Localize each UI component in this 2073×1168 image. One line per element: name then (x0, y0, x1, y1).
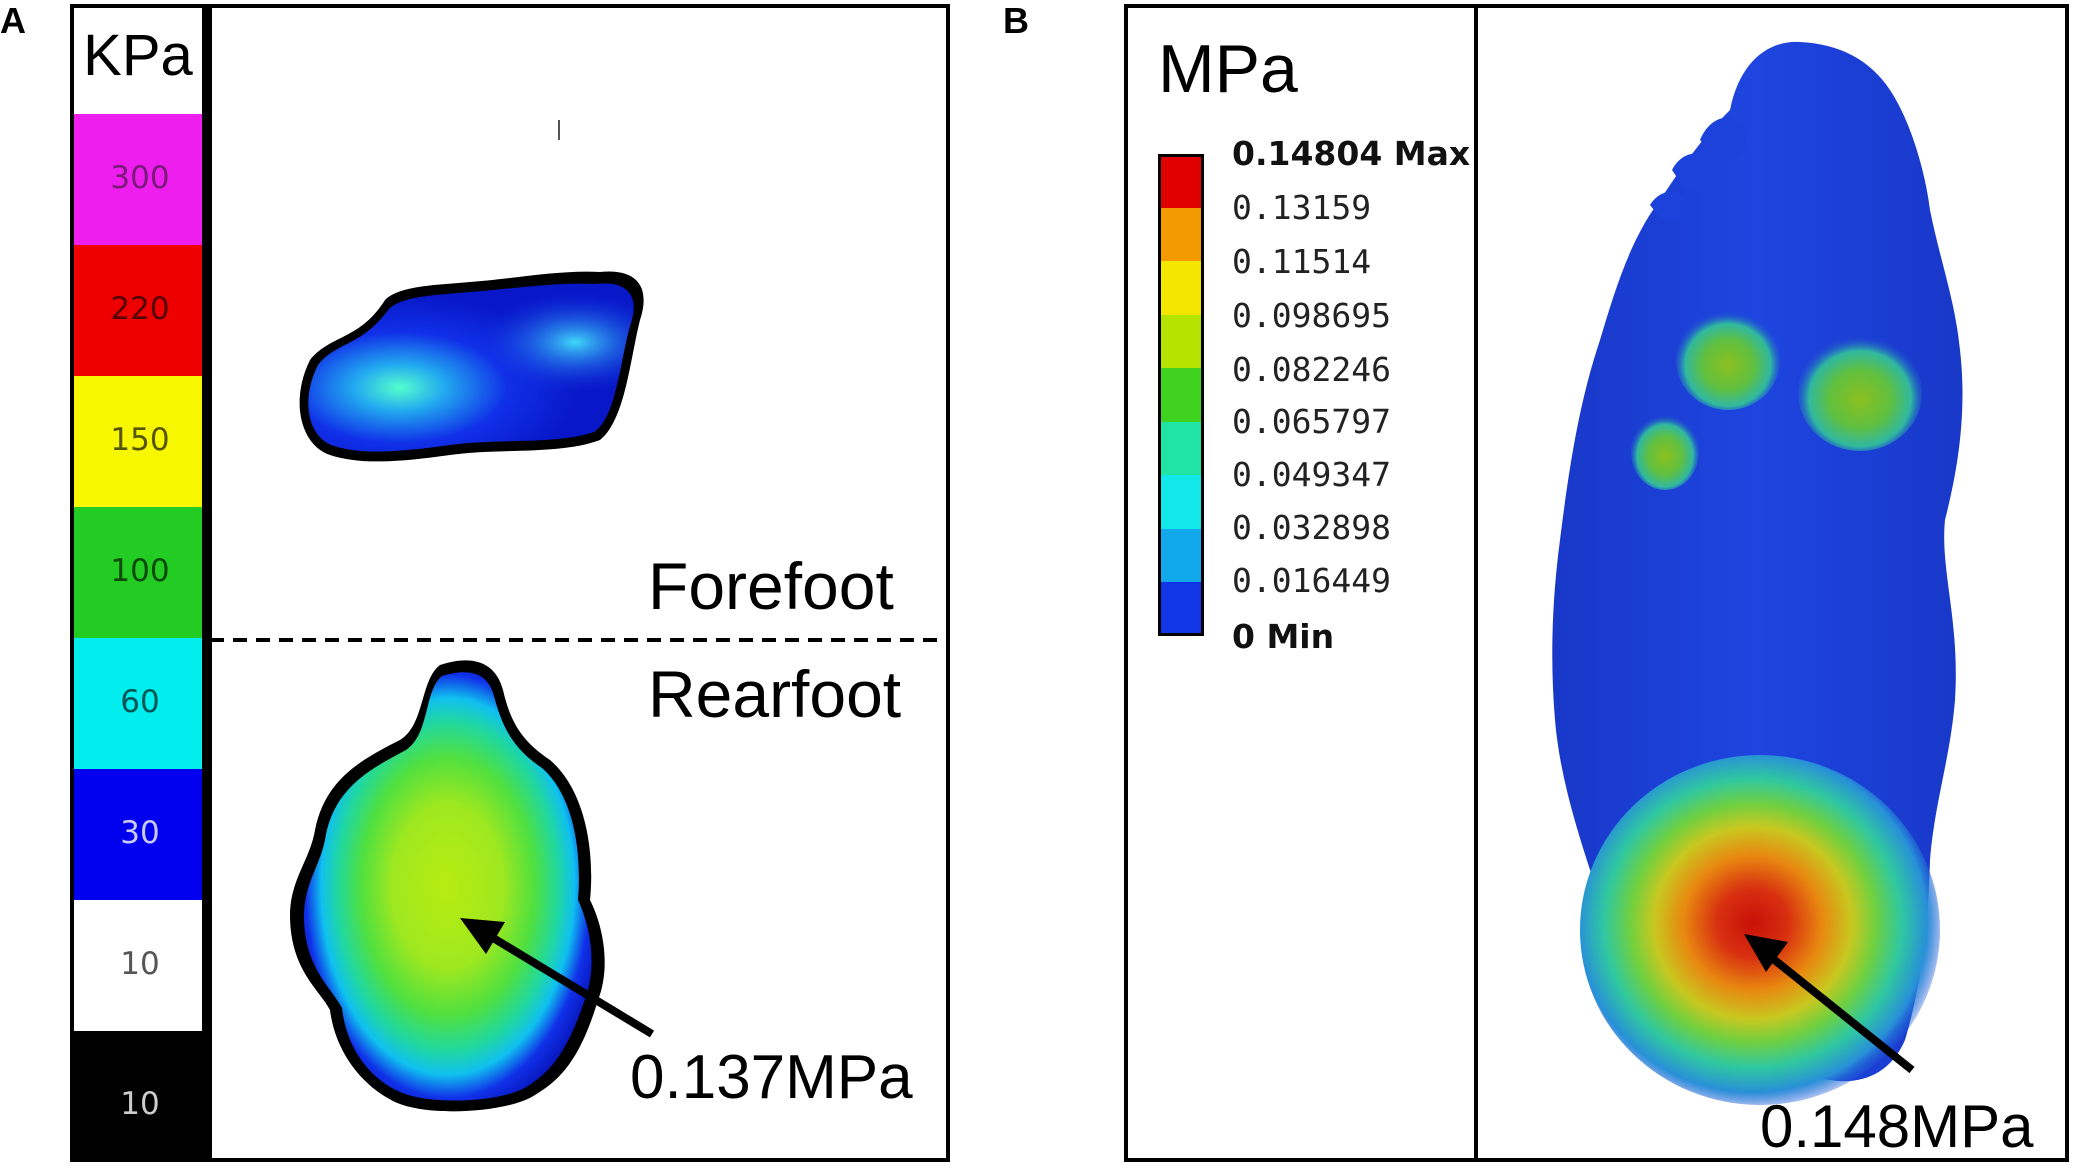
mpa-legend-label: 0.032898 (1232, 508, 1391, 547)
panel-b-frame (1124, 4, 2069, 1162)
mpa-legend-swatch (1158, 475, 1204, 529)
mpa-legend-label: 0.14804 Max (1232, 134, 1471, 173)
mpa-legend-swatch (1158, 314, 1204, 368)
kpa-legend-swatch (74, 900, 202, 1031)
mpa-legend-swatch (1158, 154, 1204, 208)
kpa-legend-label: 30 (120, 815, 160, 851)
mpa-legend-swatch (1158, 207, 1204, 261)
forefoot-pressure-blob (299, 120, 644, 462)
mpa-legend-swatch (1158, 528, 1204, 582)
kpa-legend-swatch (74, 114, 202, 245)
mpa-legend-label: 0.11514 (1232, 242, 1372, 281)
mpa-legend-label: 0.049347 (1232, 455, 1391, 494)
mpa-legend-swatch (1158, 261, 1204, 315)
kpa-legend-label: 10 (120, 1086, 160, 1122)
panel-a-unit-label: KPa (83, 23, 193, 88)
mpa-legend-label: 0.13159 (1232, 188, 1372, 227)
kpa-legend-swatch (74, 376, 202, 507)
panel-b-peak-arrow (1744, 934, 1915, 1074)
fe-foot-model (1552, 41, 1963, 1105)
panel-a-letter: A (0, 0, 26, 41)
kpa-legend-swatch (74, 245, 202, 376)
panel-b-letter: B (1003, 0, 1029, 41)
panel-b-divider (1474, 4, 1478, 1162)
kpa-legend-swatch (74, 1031, 202, 1162)
rearfoot-label: Rearfoot (648, 657, 902, 731)
panel-a-map-frame (206, 4, 950, 1162)
mpa-legend-label: 0.065797 (1232, 402, 1391, 441)
kpa-legend-label: 100 (110, 553, 170, 589)
mpa-legend-swatch (1158, 421, 1204, 475)
kpa-legend-swatch (74, 769, 202, 900)
mpa-legend-swatch (1158, 582, 1204, 636)
mpa-legend-swatch (1158, 368, 1204, 422)
mpa-legend-label: 0.098695 (1232, 296, 1391, 335)
panel-b-unit-label: MPa (1158, 31, 1298, 107)
panel-a-peak-annotation: 0.137MPa (630, 1043, 913, 1112)
mpa-legend-label: 0 Min (1232, 617, 1335, 656)
kpa-legend-label: 300 (110, 160, 170, 196)
kpa-legend-label: 220 (110, 291, 170, 327)
forefoot-label: Forefoot (648, 549, 894, 623)
kpa-legend-label: 10 (120, 946, 160, 982)
kpa-legend-label: 60 (120, 684, 160, 720)
mpa-legend-label: 0.082246 (1232, 350, 1391, 389)
mpa-legend-label: 0.016449 (1232, 561, 1391, 600)
panel-a-peak-arrow (460, 918, 655, 1038)
panel-b-peak-annotation: 0.148MPa (1760, 1093, 2034, 1160)
kpa-legend-swatch (74, 638, 202, 769)
kpa-legend-swatch (74, 507, 202, 638)
kpa-legend-label: 150 (110, 422, 170, 458)
rearfoot-pressure-blob (290, 660, 605, 1112)
